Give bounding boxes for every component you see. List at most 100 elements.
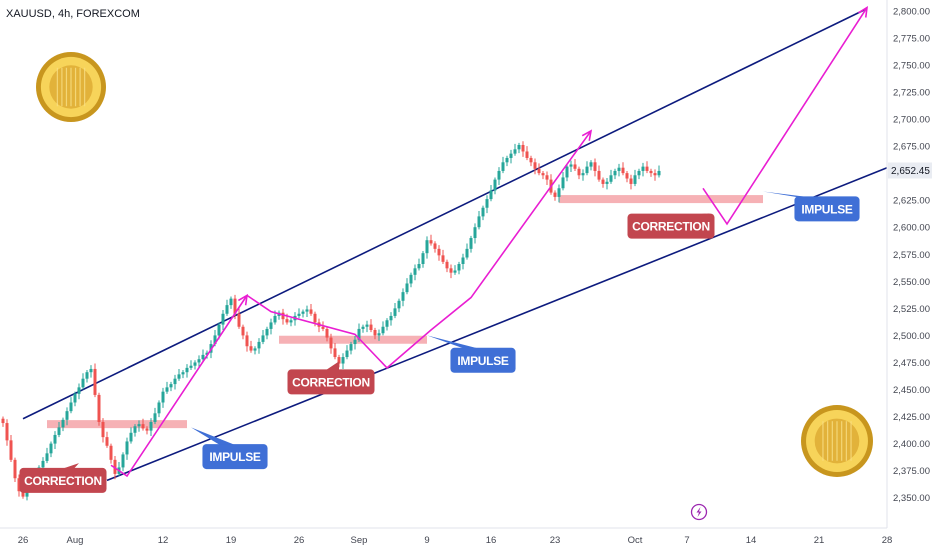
candle bbox=[93, 368, 97, 395]
candle bbox=[105, 437, 109, 446]
candle bbox=[433, 243, 437, 249]
candle bbox=[377, 333, 381, 336]
candle bbox=[557, 188, 561, 197]
symbol-title[interactable]: XAUUSD, 4h, FOREXCOM bbox=[6, 8, 140, 20]
time-tick-label: Aug bbox=[67, 535, 84, 546]
candle bbox=[349, 344, 353, 351]
candle bbox=[281, 312, 285, 320]
impulse-label: IMPULSE bbox=[191, 427, 268, 470]
impulse-correction-path bbox=[110, 6, 868, 478]
correction-label: CORRECTION bbox=[627, 213, 715, 239]
price-tick-label: 2,750.00 bbox=[893, 60, 930, 71]
candle bbox=[101, 421, 105, 438]
candle bbox=[289, 320, 293, 323]
candle bbox=[237, 313, 241, 327]
candle bbox=[201, 354, 205, 360]
candle bbox=[165, 387, 169, 392]
candle bbox=[53, 434, 57, 444]
price-tick-label: 2,775.00 bbox=[893, 33, 930, 44]
candle bbox=[569, 164, 573, 167]
support-zone bbox=[279, 335, 427, 344]
candle bbox=[573, 164, 577, 169]
candle bbox=[269, 322, 273, 329]
candle bbox=[125, 441, 129, 455]
time-tick-label: 7 bbox=[684, 535, 689, 546]
candle bbox=[265, 328, 269, 336]
candle bbox=[517, 144, 521, 150]
candle bbox=[473, 227, 477, 239]
candle bbox=[541, 173, 545, 176]
candle bbox=[493, 179, 497, 191]
candle bbox=[373, 330, 377, 336]
impulse-label-text: IMPULSE bbox=[209, 450, 261, 464]
price-tick-label: 2,800.00 bbox=[893, 6, 930, 17]
candle bbox=[449, 268, 453, 273]
candle bbox=[217, 324, 221, 336]
candle bbox=[325, 328, 329, 338]
price-tick-label: 2,475.00 bbox=[893, 358, 930, 369]
candle bbox=[161, 391, 165, 403]
candle bbox=[461, 257, 465, 264]
gold-coin-icon bbox=[801, 405, 873, 477]
candle bbox=[537, 168, 541, 174]
candle bbox=[17, 478, 21, 492]
candle bbox=[113, 459, 117, 474]
candle bbox=[153, 413, 157, 422]
candle bbox=[257, 341, 261, 349]
candle bbox=[413, 268, 417, 275]
coins bbox=[36, 52, 873, 477]
candle bbox=[177, 374, 181, 379]
candle bbox=[157, 402, 161, 414]
candle bbox=[61, 419, 65, 428]
candle bbox=[41, 460, 45, 468]
forecast-path bbox=[702, 7, 868, 226]
candle bbox=[97, 394, 101, 422]
candle bbox=[565, 166, 569, 178]
candle bbox=[457, 264, 461, 271]
candle bbox=[545, 175, 549, 180]
channel-lines bbox=[22, 7, 887, 482]
candle bbox=[649, 170, 653, 174]
candle bbox=[513, 149, 517, 154]
candle bbox=[645, 166, 649, 171]
candle bbox=[241, 326, 245, 336]
candle bbox=[213, 335, 217, 345]
candle bbox=[469, 238, 473, 249]
candle bbox=[329, 337, 333, 349]
time-tick-label: 23 bbox=[550, 535, 561, 546]
time-tick-label: Sep bbox=[351, 535, 368, 546]
candle bbox=[181, 372, 185, 375]
candle bbox=[445, 261, 449, 269]
candle bbox=[653, 173, 657, 176]
price-tick-label: 2,425.00 bbox=[893, 412, 930, 423]
candle bbox=[505, 157, 509, 163]
candle bbox=[189, 365, 193, 368]
candle bbox=[305, 309, 309, 312]
candle bbox=[109, 445, 113, 460]
support-zone bbox=[559, 195, 763, 204]
candle bbox=[85, 372, 89, 379]
candle bbox=[149, 421, 153, 431]
candle bbox=[625, 173, 629, 179]
candle bbox=[13, 459, 17, 479]
candle bbox=[401, 292, 405, 301]
candle bbox=[381, 326, 385, 334]
impulse-leg-1-arrowhead bbox=[237, 293, 249, 306]
candle bbox=[1, 418, 5, 424]
candle bbox=[169, 384, 173, 388]
candle bbox=[605, 181, 609, 184]
candle bbox=[261, 335, 265, 342]
candle bbox=[641, 166, 645, 171]
candle bbox=[357, 328, 361, 340]
candle bbox=[533, 162, 537, 169]
candle bbox=[425, 240, 429, 254]
time-axis-bg bbox=[0, 528, 887, 550]
candle bbox=[553, 192, 557, 197]
candle bbox=[405, 283, 409, 293]
candle bbox=[345, 350, 349, 358]
candle bbox=[285, 319, 289, 323]
annotation-labels: CORRECTION CORRECTION CORRECTION IMPULSE IMP… bbox=[19, 191, 860, 493]
candles bbox=[1, 141, 661, 501]
